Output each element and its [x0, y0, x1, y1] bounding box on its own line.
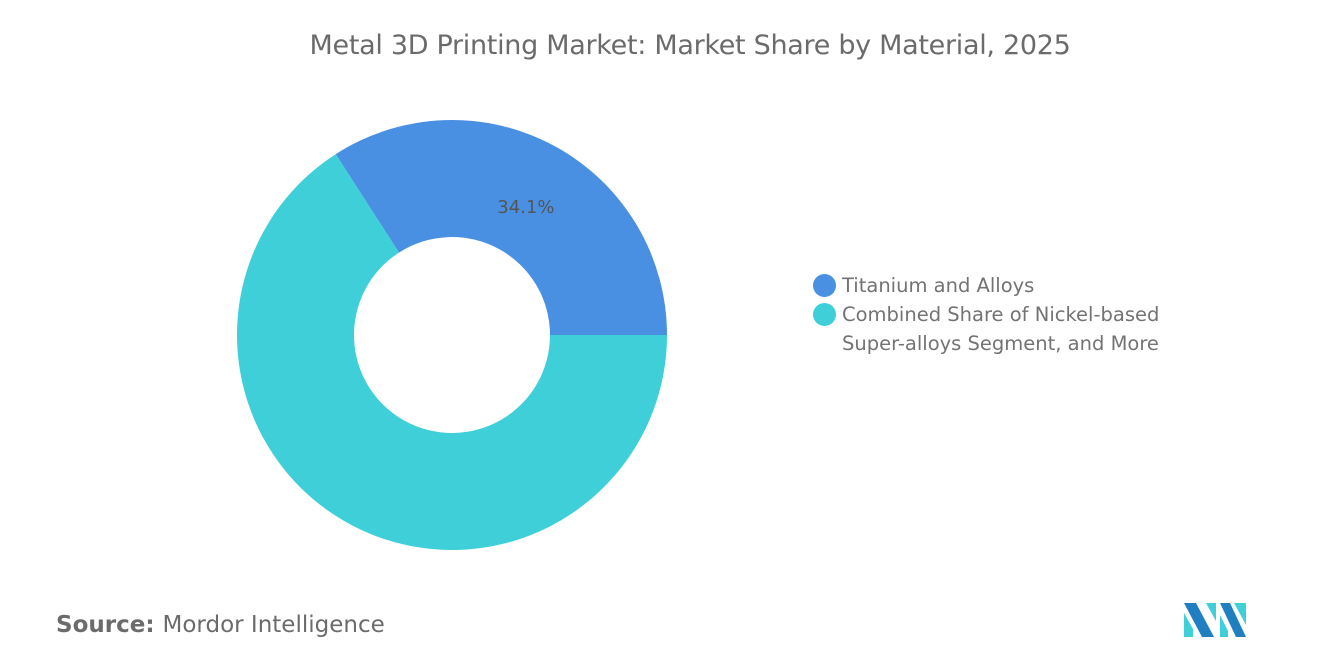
- chart-title: Metal 3D Printing Market: Market Share b…: [309, 30, 1071, 61]
- legend-item-titanium: Titanium and Alloys: [813, 271, 1159, 300]
- legend-swatch: [813, 303, 836, 326]
- legend-label: Super-alloys Segment, and More: [842, 332, 1159, 355]
- donut-slice-1: [237, 154, 667, 551]
- legend-item-nickel: Combined Share of Nickel-based Super-all…: [813, 300, 1159, 358]
- legend-swatch: [813, 274, 836, 297]
- source-label: Source:: [56, 612, 155, 638]
- donut-slice-0: [335, 119, 667, 336]
- legend-label: Combined Share of Nickel-based: [842, 303, 1160, 326]
- source: Source: Mordor Intelligence: [56, 612, 385, 638]
- data-label: 34.1%: [497, 197, 554, 218]
- source-value: Mordor Intelligence: [162, 612, 385, 638]
- mordor-logo: [1184, 603, 1246, 637]
- legend: Titanium and Alloys Combined Share of Ni…: [813, 271, 1159, 358]
- legend-label: Titanium and Alloys: [842, 274, 1035, 297]
